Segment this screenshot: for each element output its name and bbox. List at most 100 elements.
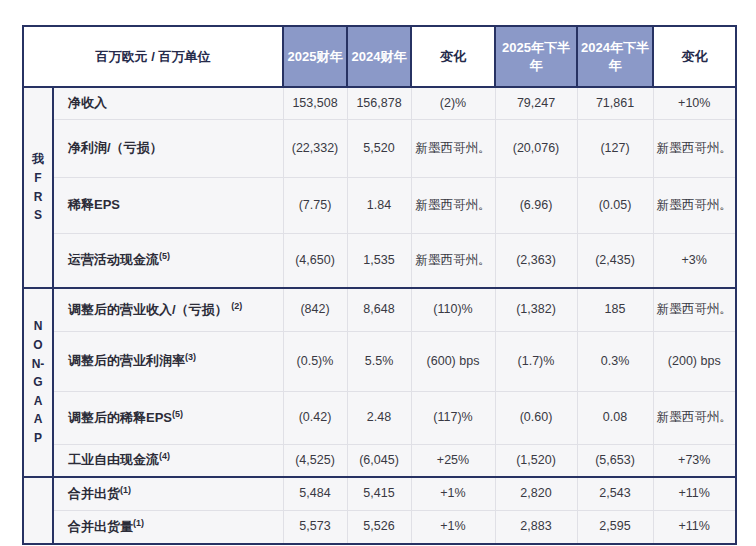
cell-value: 5.5% [347,331,411,391]
cell-value: (1,520) [495,444,577,477]
table-row: NON-GAAP 调整后的营业收入/（亏损） (2) (842) 8,648 (… [23,288,736,331]
cell-value: 新墨西哥州。 [411,233,495,288]
cell-value: (117)% [411,391,495,444]
cell-value: 2.48 [347,391,411,444]
cell-value: (0.42) [283,391,347,444]
section-shipments: 合并出货(1) 5,484 5,415 +1% 2,820 2,543 +11%… [23,477,736,544]
col-header-change-h2: 变化 [653,26,736,87]
cell-value: +10% [653,87,736,119]
cell-value: (6.96) [495,177,577,233]
row-label-sup: (1) [120,485,131,495]
row-label-sup: (4) [159,451,170,461]
cell-value: 1.84 [347,177,411,233]
cell-value: (4,525) [283,444,347,477]
cell-value: 79,247 [495,87,577,119]
row-label-text: 调整后的稀释EPS [68,410,172,425]
row-label: 调整后的稀释EPS(5) [53,391,283,444]
cell-value: 新墨西哥州。 [653,391,736,444]
cell-value: (20,076) [495,119,577,177]
cell-value: +11% [653,510,736,544]
row-label: 稀释EPS [53,177,283,233]
row-label-text: 工业自由现金流 [68,452,159,467]
cell-value: (4,650) [283,233,347,288]
section-ifrs: 我FRS 净收入 153,508 156,878 (2)% 79,247 71,… [23,87,736,288]
cell-value: (2,435) [577,233,653,288]
cell-value: 5,526 [347,510,411,544]
cell-value: (127) [577,119,653,177]
row-label: 调整后的营业利润率(3) [53,331,283,391]
cell-value: (842) [283,288,347,331]
cell-value: +1% [411,477,495,510]
row-label-sup: (5) [172,408,183,418]
col-header-h2-2024: 2024年下半年 [577,26,653,87]
row-label: 运营活动现金流(5) [53,233,283,288]
row-label: 合并出货(1) [53,477,283,510]
cell-value: +1% [411,510,495,544]
table-row: 我FRS 净收入 153,508 156,878 (2)% 79,247 71,… [23,87,736,119]
table-row: 净利润/（亏损） (22,332) 5,520 新墨西哥州。 (20,076) … [23,119,736,177]
row-label: 调整后的营业收入/（亏损） (2) [53,288,283,331]
section-non-gaap: NON-GAAP 调整后的营业收入/（亏损） (2) (842) 8,648 (… [23,288,736,477]
group-label-text: NON-GAAP [32,317,45,447]
cell-value: 0.08 [577,391,653,444]
cell-value: 新墨西哥州。 [653,288,736,331]
cell-value: (2)% [411,87,495,119]
cell-value: 新墨西哥州。 [411,119,495,177]
table-wrapper: 百万欧元 / 百万单位 2025财年 2024财年 变化 2025年下半年 20… [22,25,737,545]
group-label-text: 我FRS [32,150,45,224]
cell-value: +3% [653,233,736,288]
row-label-text: 合并出货量 [68,519,133,534]
table-row: 合并出货量(1) 5,573 5,526 +1% 2,883 2,595 +11… [23,510,736,544]
cell-value: (1.7)% [495,331,577,391]
cell-value: 71,861 [577,87,653,119]
row-label-sup: (1) [133,518,144,528]
row-label-sup: (2) [231,301,242,311]
cell-value: 新墨西哥州。 [653,177,736,233]
group-label-ifrs: 我FRS [23,87,53,288]
cell-value: 5,415 [347,477,411,510]
table-row: 合并出货(1) 5,484 5,415 +1% 2,820 2,543 +11% [23,477,736,510]
cell-value: (0.5)% [283,331,347,391]
row-label-text: 调整后的营业收入/（亏损） [68,302,228,317]
row-label: 净利润/（亏损） [53,119,283,177]
cell-value: (6,045) [347,444,411,477]
row-label-text: 运营活动现金流 [68,252,159,267]
row-label: 净收入 [53,87,283,119]
table-row: 调整后的稀释EPS(5) (0.42) 2.48 (117)% (0.60) 0… [23,391,736,444]
cell-value: (1,382) [495,288,577,331]
cell-value: 5,520 [347,119,411,177]
cell-value: 5,573 [283,510,347,544]
row-label-text: 稀释EPS [68,197,120,212]
unit-header-cell: 百万欧元 / 百万单位 [23,26,283,87]
cell-value: 2,595 [577,510,653,544]
cell-value: (0.05) [577,177,653,233]
cell-value: 1,535 [347,233,411,288]
table-row: 运营活动现金流(5) (4,650) 1,535 新墨西哥州。 (2,363) … [23,233,736,288]
table-row: 稀释EPS (7.75) 1.84 新墨西哥州。 (6.96) (0.05) 新… [23,177,736,233]
cell-value: 2,820 [495,477,577,510]
col-header-change-fy: 变化 [411,26,495,87]
col-header-fy2025: 2025财年 [283,26,347,87]
row-label-text: 净收入 [68,95,107,110]
cell-value: 0.3% [577,331,653,391]
cell-value: 2,883 [495,510,577,544]
row-label-text: 净利润/（亏损） [68,140,163,155]
cell-value: (600) bps [411,331,495,391]
cell-value: 8,648 [347,288,411,331]
financial-results-table: 百万欧元 / 百万单位 2025财年 2024财年 变化 2025年下半年 20… [22,25,737,545]
cell-value: 156,878 [347,87,411,119]
cell-value: 153,508 [283,87,347,119]
cell-value: +25% [411,444,495,477]
row-label-text: 调整后的营业利润率 [68,353,185,368]
cell-value: 185 [577,288,653,331]
header-row: 百万欧元 / 百万单位 2025财年 2024财年 变化 2025年下半年 20… [23,26,736,87]
cell-value: (7.75) [283,177,347,233]
col-header-h2-2025: 2025年下半年 [495,26,577,87]
cell-value: 5,484 [283,477,347,510]
cell-value: 2,543 [577,477,653,510]
cell-value: (22,332) [283,119,347,177]
cell-value: (5,653) [577,444,653,477]
row-label-sup: (3) [185,352,196,362]
cell-value: (0.60) [495,391,577,444]
row-label-text: 合并出货 [68,486,120,501]
